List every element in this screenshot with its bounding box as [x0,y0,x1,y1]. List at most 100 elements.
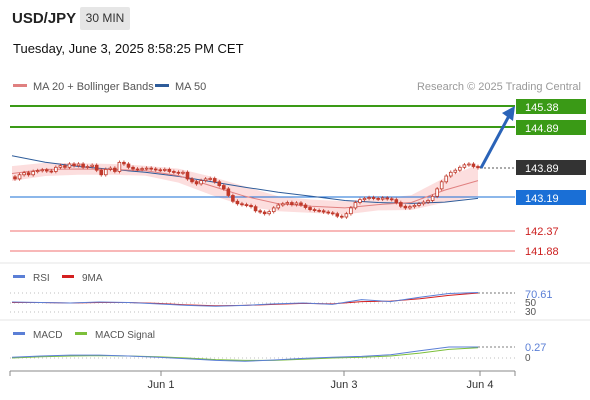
candle-body [367,197,371,199]
macd-legend-label: MACD [33,330,62,341]
candle-body [389,198,394,201]
candle-body [421,201,426,205]
candle-body [394,199,399,203]
candle-body [35,170,40,173]
candle-body [176,171,181,174]
candle-body [103,168,108,176]
candle-body [190,178,194,183]
credit-text: Research © 2025 Trading Central [417,81,581,93]
candle-body [303,204,308,208]
candle-body [458,166,462,171]
resistance-label-2-bg [516,120,586,135]
candle-body [172,171,176,173]
candle-body [235,200,240,205]
candle-body [249,205,253,208]
forecast-arrow-head [502,106,515,121]
timeframe-button[interactable]: 30 MIN [80,7,130,30]
rsi-ma-legend-swatch [62,275,74,278]
candle-body [476,166,480,169]
candle-body [26,172,31,176]
candle-body [294,202,299,205]
candle-body [31,171,35,176]
candle-body [299,202,303,206]
candle-body [63,165,67,168]
candle-body [408,206,412,209]
candle-body [158,169,163,172]
candle-body [271,207,276,213]
candle-body [385,197,390,200]
candle-body [72,163,76,167]
candle-body [162,168,167,171]
resistance-label-1-bg [516,99,586,114]
bollinger-band-area [12,162,478,215]
candle-body [376,197,380,200]
macd-tick-0: 0 [525,353,531,364]
macd-legend-swatch [13,332,25,335]
candle-body [362,197,367,201]
candle-body [344,213,349,218]
ma50-legend-swatch [155,84,169,87]
candle-body [321,210,326,213]
candle-body [244,204,249,207]
candle-body [312,209,317,211]
candle-body [403,205,408,209]
candle-body [85,166,90,168]
candle-body [212,178,217,183]
candle-body [135,168,140,171]
forecast-arrow-line [479,113,512,169]
x-axis-label-jun1: Jun 1 [148,379,175,391]
candle-body [217,181,222,186]
candle-body [258,210,262,213]
candle-body [467,163,471,166]
candle-body [94,164,99,171]
candle-body [240,203,244,206]
rsi-tick-50: 50 [525,298,537,309]
rsi-tick-30: 30 [525,307,537,318]
ma50-legend-label: MA 50 [175,81,206,93]
candle-body [226,188,231,196]
candle-body [22,172,26,176]
top-bar: USD/JPY 30 MIN [0,0,590,34]
candle-body [117,161,122,172]
pivot-label-bg [516,190,586,205]
candle-body [276,204,281,209]
macd-signal-legend-label: MACD Signal [95,330,155,341]
macd-signal-line [11,347,479,361]
candle-body [99,169,104,176]
candle-body [371,197,376,199]
x-axis-label-jun4: Jun 4 [467,379,494,391]
candle-body [113,167,117,172]
last-price-label-bg [516,160,586,175]
candle-body [308,207,312,210]
candle-body [58,165,63,168]
candle-body [417,203,421,206]
candle-body [140,168,144,170]
candle-body [326,211,331,214]
candle-body [253,206,258,212]
candle-body [330,212,335,215]
candle-body [108,167,113,170]
candle-body [67,163,72,168]
candle-body [194,181,199,185]
candle-body [462,164,467,168]
rsi-ma-legend-label: 9MA [82,273,103,284]
candle-body [262,211,267,215]
candle-body [335,213,340,217]
candle-body [76,163,81,167]
support-label-2: 141.88 [525,246,559,258]
candle-body [448,171,453,177]
ma20-legend-label: MA 20 + Bollinger Bands [33,81,154,93]
resistance-label-1: 145.38 [525,102,559,114]
rsi-legend-label: RSI [33,273,50,284]
candle-body [430,195,435,201]
macd-signal-legend-swatch [75,332,87,335]
candle-body [231,195,235,202]
rsi-value-label: 70.61 [525,289,553,301]
support-label-1: 142.37 [525,226,559,238]
candle-body [349,207,353,215]
candle-body [13,176,17,180]
x-axis-label-jun3: Jun 3 [331,379,358,391]
candle-body [340,215,344,218]
candle-body [144,167,149,170]
